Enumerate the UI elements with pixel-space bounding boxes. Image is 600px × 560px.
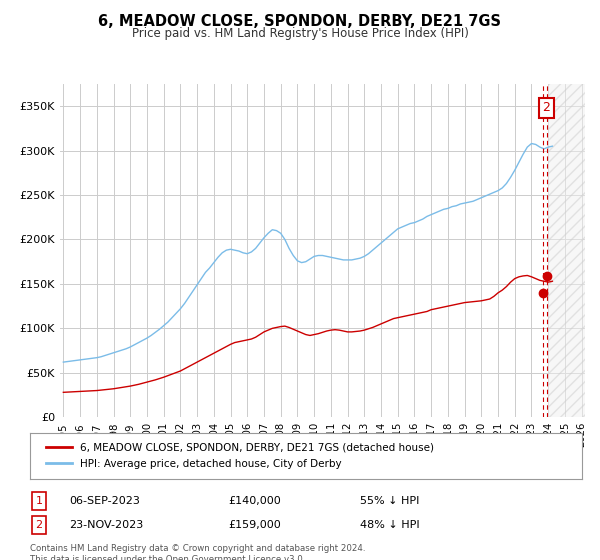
Text: Price paid vs. HM Land Registry's House Price Index (HPI): Price paid vs. HM Land Registry's House …: [131, 27, 469, 40]
Text: £140,000: £140,000: [228, 496, 281, 506]
Text: 1: 1: [35, 496, 43, 506]
Text: 55% ↓ HPI: 55% ↓ HPI: [360, 496, 419, 506]
Text: 2: 2: [542, 101, 550, 114]
Text: 06-SEP-2023: 06-SEP-2023: [69, 496, 140, 506]
Text: 48% ↓ HPI: 48% ↓ HPI: [360, 520, 419, 530]
Text: 23-NOV-2023: 23-NOV-2023: [69, 520, 143, 530]
Text: 6, MEADOW CLOSE, SPONDON, DERBY, DE21 7GS: 6, MEADOW CLOSE, SPONDON, DERBY, DE21 7G…: [98, 14, 502, 29]
Legend: 6, MEADOW CLOSE, SPONDON, DERBY, DE21 7GS (detached house), HPI: Average price, : 6, MEADOW CLOSE, SPONDON, DERBY, DE21 7G…: [41, 437, 440, 474]
Text: 2: 2: [35, 520, 43, 530]
Bar: [548, 84, 585, 417]
Text: Contains HM Land Registry data © Crown copyright and database right 2024.
This d: Contains HM Land Registry data © Crown c…: [30, 544, 365, 560]
Text: £159,000: £159,000: [228, 520, 281, 530]
